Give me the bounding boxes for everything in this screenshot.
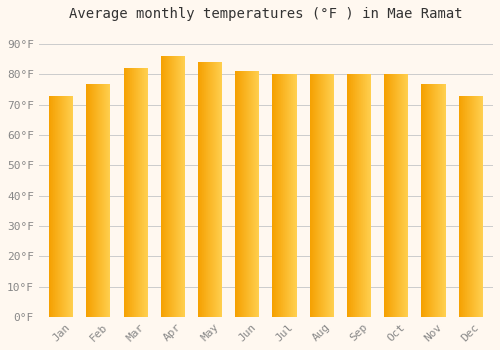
Title: Average monthly temperatures (°F ) in Mae Ramat: Average monthly temperatures (°F ) in Ma… <box>69 7 462 21</box>
